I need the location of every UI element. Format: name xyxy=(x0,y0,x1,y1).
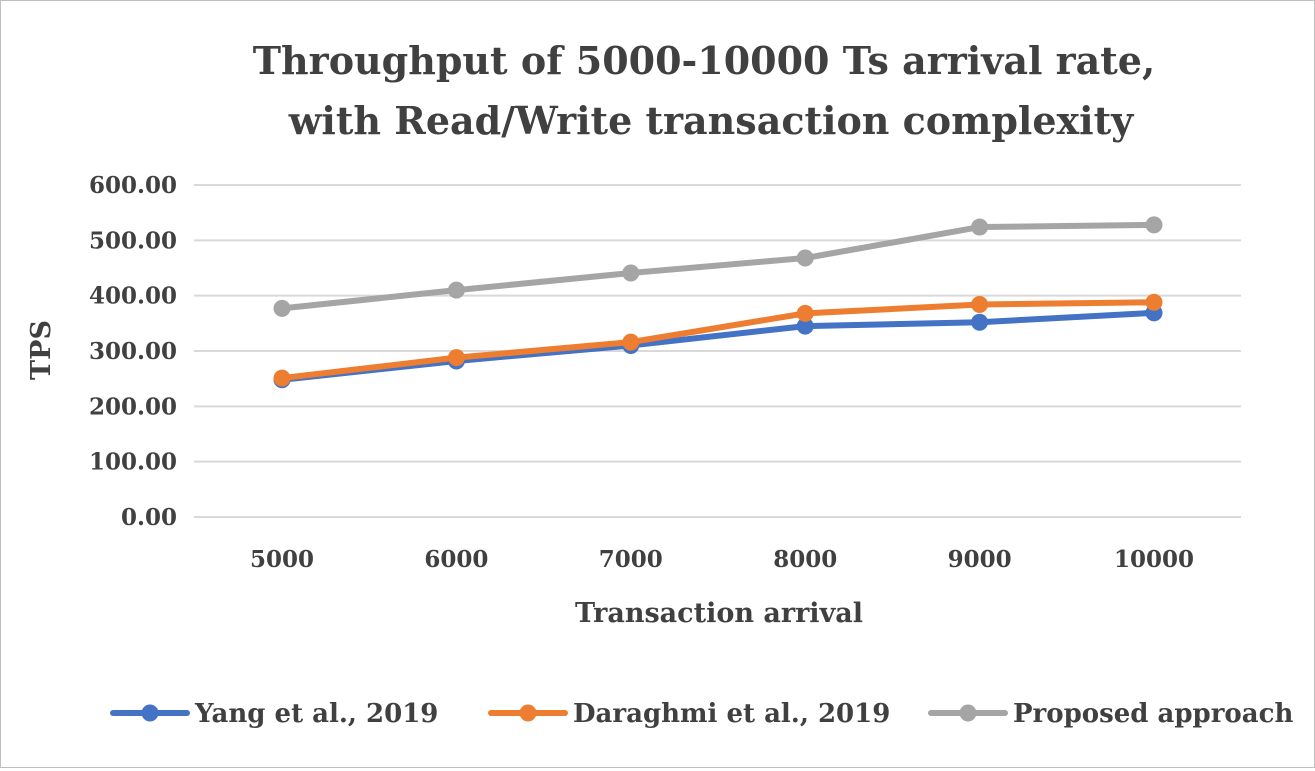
gridlines xyxy=(194,184,1241,518)
y-tick-label: 300.00 xyxy=(89,338,177,365)
legend-item: Daraghmi et al., 2019 xyxy=(488,699,890,729)
data-point xyxy=(796,317,814,335)
legend-swatch-marker xyxy=(959,704,977,722)
data-point xyxy=(1145,216,1163,234)
chart-title: Throughput of 5000-10000 Ts arrival rate… xyxy=(253,38,1155,143)
series-line xyxy=(279,221,1157,312)
data-point xyxy=(796,304,814,322)
x-tick-label: 5000 xyxy=(250,546,314,573)
x-axis-label: Transaction arrival xyxy=(575,598,863,629)
y-tick-label: 0.00 xyxy=(121,504,177,531)
y-tick-label: 200.00 xyxy=(89,393,177,420)
series-line xyxy=(279,309,1157,383)
series-2 xyxy=(273,216,1163,317)
chart-title-line-2: with Read/Write transaction complexity xyxy=(288,98,1134,143)
y-tick-label: 500.00 xyxy=(89,227,177,254)
legend-item: Proposed approach xyxy=(928,699,1293,729)
legend: Yang et al., 2019 Daraghmi et al., 2019 Pr… xyxy=(110,699,1293,729)
y-tick-label: 400.00 xyxy=(89,283,177,310)
legend-swatch-marker xyxy=(141,704,159,722)
series-1 xyxy=(273,293,1163,387)
x-tick-label: 6000 xyxy=(424,546,488,573)
x-tick-label: 8000 xyxy=(773,546,837,573)
x-tick-label: 9000 xyxy=(948,546,1012,573)
y-axis-label: TPS xyxy=(26,320,57,380)
data-point xyxy=(971,313,989,331)
data-point xyxy=(447,349,465,367)
series-line xyxy=(279,299,1157,382)
data-point xyxy=(622,264,640,282)
y-axis-ticks: 0.00 100.00 200.00 300.00 400.00 500.00 600.00 xyxy=(89,172,177,531)
data-point xyxy=(971,296,989,314)
x-tick-label: 7000 xyxy=(599,546,663,573)
legend-swatch-marker xyxy=(519,704,537,722)
y-tick-label: 600.00 xyxy=(89,172,177,199)
series-0 xyxy=(273,304,1163,389)
x-axis-ticks: 5000 6000 7000 8000 9000 10000 xyxy=(250,546,1194,573)
data-point xyxy=(273,299,291,317)
chart-title-line-1: Throughput of 5000-10000 Ts arrival rate… xyxy=(253,38,1155,83)
legend-label: Yang et al., 2019 xyxy=(194,699,438,729)
data-point xyxy=(796,249,814,267)
data-point xyxy=(273,369,291,387)
legend-item: Yang et al., 2019 xyxy=(110,699,438,729)
legend-label: Proposed approach xyxy=(1013,699,1293,729)
data-point xyxy=(622,333,640,351)
data-point xyxy=(971,218,989,236)
series-lines xyxy=(273,216,1163,389)
data-point xyxy=(1145,293,1163,311)
legend-label: Daraghmi et al., 2019 xyxy=(573,699,890,729)
x-tick-label: 10000 xyxy=(1114,546,1194,573)
y-tick-label: 100.00 xyxy=(89,449,177,476)
data-point xyxy=(447,281,465,299)
